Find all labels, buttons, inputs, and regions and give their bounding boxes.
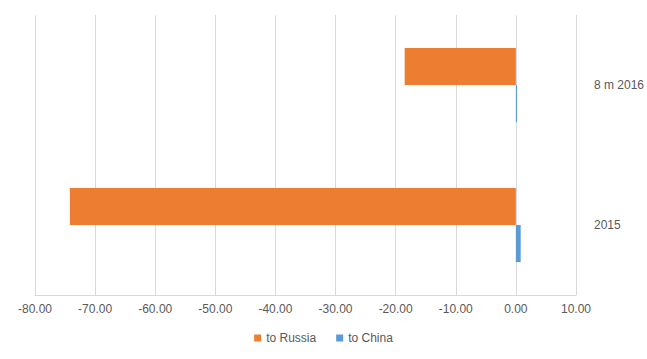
- svg-text:to Russia: to Russia: [266, 331, 316, 345]
- svg-text:0.00: 0.00: [504, 302, 528, 316]
- svg-text:-50.00: -50.00: [198, 302, 232, 316]
- svg-text:8 m 2016: 8 m 2016: [594, 78, 644, 92]
- svg-text:-70.00: -70.00: [78, 302, 112, 316]
- svg-text:-80.00: -80.00: [18, 302, 52, 316]
- svg-text:-60.00: -60.00: [138, 302, 172, 316]
- svg-text:-10.00: -10.00: [439, 302, 473, 316]
- svg-text:2015: 2015: [594, 218, 621, 232]
- svg-text:-20.00: -20.00: [379, 302, 413, 316]
- svg-text:10.00: 10.00: [561, 302, 591, 316]
- svg-text:-40.00: -40.00: [258, 302, 292, 316]
- svg-text:to China: to China: [348, 331, 393, 345]
- svg-text:-30.00: -30.00: [319, 302, 353, 316]
